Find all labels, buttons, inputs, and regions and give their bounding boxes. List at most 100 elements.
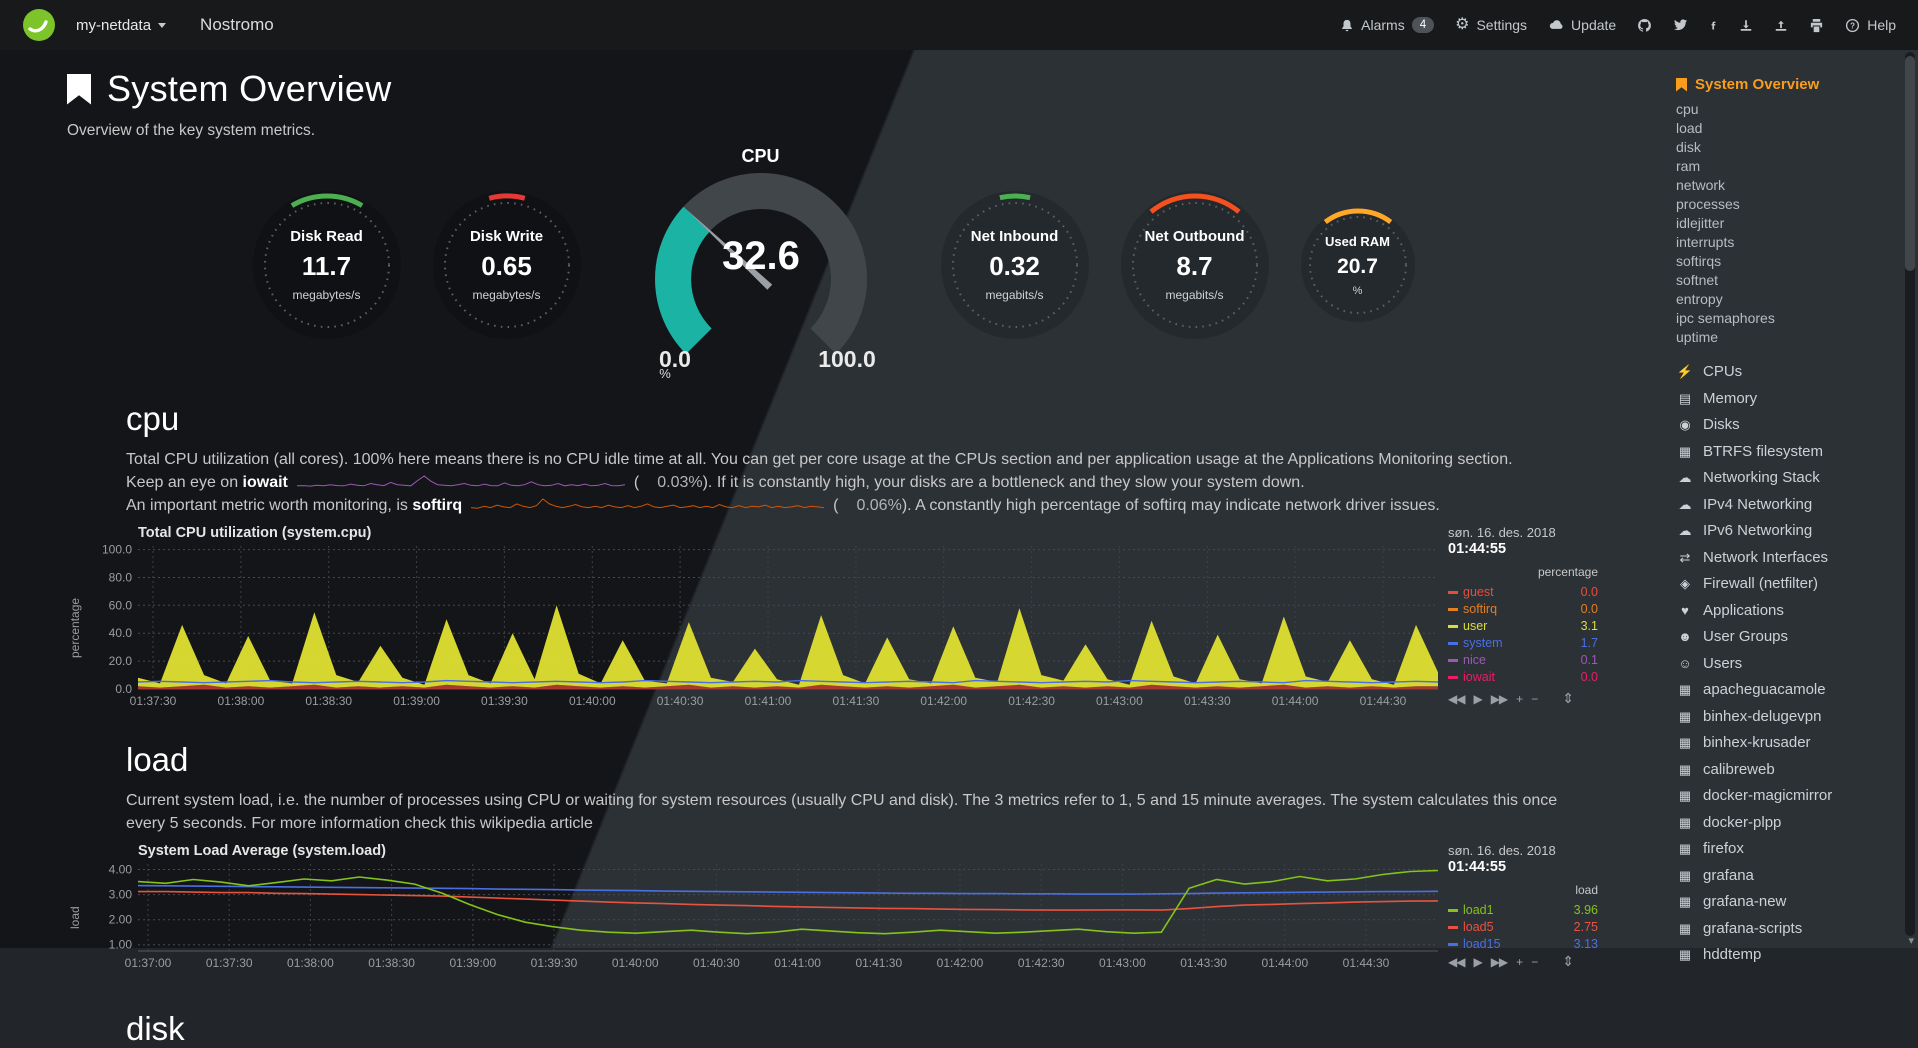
gear-icon: ⚙ bbox=[1455, 18, 1469, 32]
sidebar-subitem-processes[interactable]: processes bbox=[1676, 195, 1901, 214]
section-cpu-heading: cpu bbox=[126, 400, 1600, 438]
grid-icon: ▦ bbox=[1676, 863, 1694, 890]
svg-text:20.0: 20.0 bbox=[109, 654, 133, 668]
github-link[interactable] bbox=[1637, 18, 1652, 33]
svg-text:01:41:30: 01:41:30 bbox=[833, 694, 880, 708]
chart-zoom-in-button[interactable]: + bbox=[1516, 692, 1522, 706]
sidebar-item-calibreweb[interactable]: ▦ calibreweb bbox=[1676, 757, 1901, 784]
import-snapshot-button[interactable] bbox=[1774, 18, 1788, 33]
sidebar-subitem-network[interactable]: network bbox=[1676, 176, 1901, 195]
sidebar-item-network-interfaces[interactable]: ⇄ Network Interfaces bbox=[1676, 545, 1901, 572]
svg-text:01:39:30: 01:39:30 bbox=[481, 694, 528, 708]
gauge-disk-read[interactable]: Disk Read 11.7 megabytes/s bbox=[251, 189, 403, 341]
sidebar-item-docker-magicmirror[interactable]: ▦ docker-magicmirror bbox=[1676, 783, 1901, 810]
svg-text:01:38:30: 01:38:30 bbox=[305, 694, 352, 708]
svg-text:?: ? bbox=[1850, 21, 1855, 30]
chart-play-button[interactable]: ▶ bbox=[1473, 955, 1481, 969]
legend-item-system[interactable]: system 1.7 bbox=[1448, 635, 1598, 652]
sidebar-item-ipv4-networking[interactable]: ☁ IPv4 Networking bbox=[1676, 492, 1901, 519]
sidebar-item-apacheguacamole[interactable]: ▦ apacheguacamole bbox=[1676, 677, 1901, 704]
sidebar-subitem-uptime[interactable]: uptime bbox=[1676, 328, 1901, 347]
gauge-unit: megabytes/s bbox=[472, 288, 540, 302]
sidebar-item-docker-plpp[interactable]: ▦ docker-plpp bbox=[1676, 810, 1901, 837]
gauge-disk-write[interactable]: Disk Write 0.65 megabytes/s bbox=[431, 189, 583, 341]
sidebar-subitem-interrupts[interactable]: interrupts bbox=[1676, 233, 1901, 252]
sidebar-item-binhex-delugevpn[interactable]: ▦ binhex-delugevpn bbox=[1676, 704, 1901, 731]
settings-button[interactable]: ⚙ Settings bbox=[1455, 17, 1527, 33]
sidebar-item-ipv6-networking[interactable]: ☁ IPv6 Networking bbox=[1676, 518, 1901, 545]
sidebar-item-cpus[interactable]: ⚡ CPUs bbox=[1676, 359, 1901, 386]
brand[interactable]: Nostromo bbox=[200, 15, 274, 35]
legend-item-user[interactable]: user 3.1 bbox=[1448, 618, 1598, 635]
sidebar-item-disks[interactable]: ◉ Disks bbox=[1676, 412, 1901, 439]
scrollbar-thumb[interactable] bbox=[1905, 56, 1915, 271]
legend-item-load1[interactable]: load1 3.96 bbox=[1448, 902, 1598, 919]
chart-zoom-in-button[interactable]: + bbox=[1516, 955, 1522, 969]
sidebar-subitem-ram[interactable]: ram bbox=[1676, 157, 1901, 176]
sidebar-subitem-load[interactable]: load bbox=[1676, 119, 1901, 138]
update-button[interactable]: Update bbox=[1548, 17, 1616, 33]
legend-item-iowait[interactable]: iowait 0.0 bbox=[1448, 669, 1598, 686]
alarms-button[interactable]: Alarms 4 bbox=[1340, 17, 1434, 33]
chart-rewind-button[interactable]: ◀◀ bbox=[1448, 955, 1464, 969]
gauge-used-ram[interactable]: Used RAM 20.7 % bbox=[1299, 206, 1417, 324]
sidebar-item-grafana[interactable]: ▦ grafana bbox=[1676, 863, 1901, 890]
cpu-chart[interactable]: Total CPU utilization (system.cpu) perce… bbox=[67, 525, 1600, 711]
sidebar-subitem-cpu[interactable]: cpu bbox=[1676, 100, 1901, 119]
legend-item-load15[interactable]: load15 3.13 bbox=[1448, 936, 1598, 953]
twitter-link[interactable] bbox=[1673, 19, 1688, 32]
sidebar-item-btrfs-filesystem[interactable]: ▦ BTRFS filesystem bbox=[1676, 439, 1901, 466]
svg-text:01:43:30: 01:43:30 bbox=[1180, 956, 1227, 970]
chart-play-button[interactable]: ▶ bbox=[1473, 692, 1481, 706]
legend-item-nice[interactable]: nice 0.1 bbox=[1448, 652, 1598, 669]
gauge-cpu[interactable]: CPU 32.6 0.0 100.0 % bbox=[611, 146, 911, 384]
load-chart[interactable]: System Load Average (system.load) load 1… bbox=[67, 843, 1600, 974]
sidebar-item-networking-stack[interactable]: ☁ Networking Stack bbox=[1676, 465, 1901, 492]
print-button[interactable] bbox=[1809, 18, 1824, 33]
chart-fast-forward-button[interactable]: ▶▶ bbox=[1491, 692, 1507, 706]
chart-zoom-out-button[interactable]: − bbox=[1531, 692, 1537, 706]
sidebar-item-grafana-scripts[interactable]: ▦ grafana-scripts bbox=[1676, 916, 1901, 943]
sidebar-subitem-softnet[interactable]: softnet bbox=[1676, 271, 1901, 290]
sidebar-subitem-disk[interactable]: disk bbox=[1676, 138, 1901, 157]
sidebar-subitem-idlejitter[interactable]: idlejitter bbox=[1676, 214, 1901, 233]
export-snapshot-button[interactable] bbox=[1739, 18, 1753, 33]
sidebar-item-grafana-new[interactable]: ▦ grafana-new bbox=[1676, 889, 1901, 916]
sidebar-item-user-groups[interactable]: ☻ User Groups bbox=[1676, 624, 1901, 651]
svg-text:01:43:00: 01:43:00 bbox=[1099, 956, 1146, 970]
sidebar-item-binhex-krusader[interactable]: ▦ binhex-krusader bbox=[1676, 730, 1901, 757]
chart-rewind-button[interactable]: ◀◀ bbox=[1448, 692, 1464, 706]
bolt-icon: ⚡ bbox=[1676, 359, 1694, 386]
legend-item-softirq[interactable]: softirq 0.0 bbox=[1448, 601, 1598, 618]
svg-text:01:44:00: 01:44:00 bbox=[1272, 694, 1319, 708]
chart-zoom-out-button[interactable]: − bbox=[1531, 955, 1537, 969]
netdata-logo-icon[interactable] bbox=[22, 8, 56, 42]
chart-resize-handle[interactable]: ⇕ bbox=[1562, 690, 1574, 707]
legend-item-guest[interactable]: guest 0.0 bbox=[1448, 584, 1598, 601]
scrollbar-down-arrow[interactable]: ▾ bbox=[1908, 934, 1914, 947]
legend-item-load5[interactable]: load5 2.75 bbox=[1448, 919, 1598, 936]
sidebar-subitem-entropy[interactable]: entropy bbox=[1676, 290, 1901, 309]
sidebar-item-firewall-netfilter[interactable]: ◈ Firewall (netfilter) bbox=[1676, 571, 1901, 598]
svg-text:01:44:00: 01:44:00 bbox=[1261, 956, 1308, 970]
gauge-net-outbound[interactable]: Net Outbound 8.7 megabits/s bbox=[1119, 189, 1271, 341]
sidebar-subitem-ipc-semaphores[interactable]: ipc semaphores bbox=[1676, 309, 1901, 328]
chart-fast-forward-button[interactable]: ▶▶ bbox=[1491, 955, 1507, 969]
sidebar-item-system-overview[interactable]: System Overview bbox=[1676, 76, 1901, 93]
chart-resize-handle[interactable]: ⇕ bbox=[1562, 953, 1574, 970]
sidebar-item-users[interactable]: ☺ Users bbox=[1676, 651, 1901, 678]
memory-icon: ▤ bbox=[1676, 386, 1694, 413]
help-button[interactable]: ? Help bbox=[1845, 17, 1896, 33]
sidebar-item-memory[interactable]: ▤ Memory bbox=[1676, 386, 1901, 413]
sidebar-item-applications[interactable]: ♥ Applications bbox=[1676, 598, 1901, 625]
sidebar-item-hddtemp[interactable]: ▦ hddtemp bbox=[1676, 942, 1901, 969]
facebook-link[interactable] bbox=[1709, 18, 1718, 33]
gauge-title: Disk Read bbox=[290, 228, 363, 245]
sidebar-item-firefox[interactable]: ▦ firefox bbox=[1676, 836, 1901, 863]
page-scrollbar[interactable] bbox=[1905, 52, 1915, 936]
hostname-dropdown[interactable]: my-netdata bbox=[76, 17, 166, 34]
sidebar-subitem-softirqs[interactable]: softirqs bbox=[1676, 252, 1901, 271]
gauge-net-inbound[interactable]: Net Inbound 0.32 megabits/s bbox=[939, 189, 1091, 341]
